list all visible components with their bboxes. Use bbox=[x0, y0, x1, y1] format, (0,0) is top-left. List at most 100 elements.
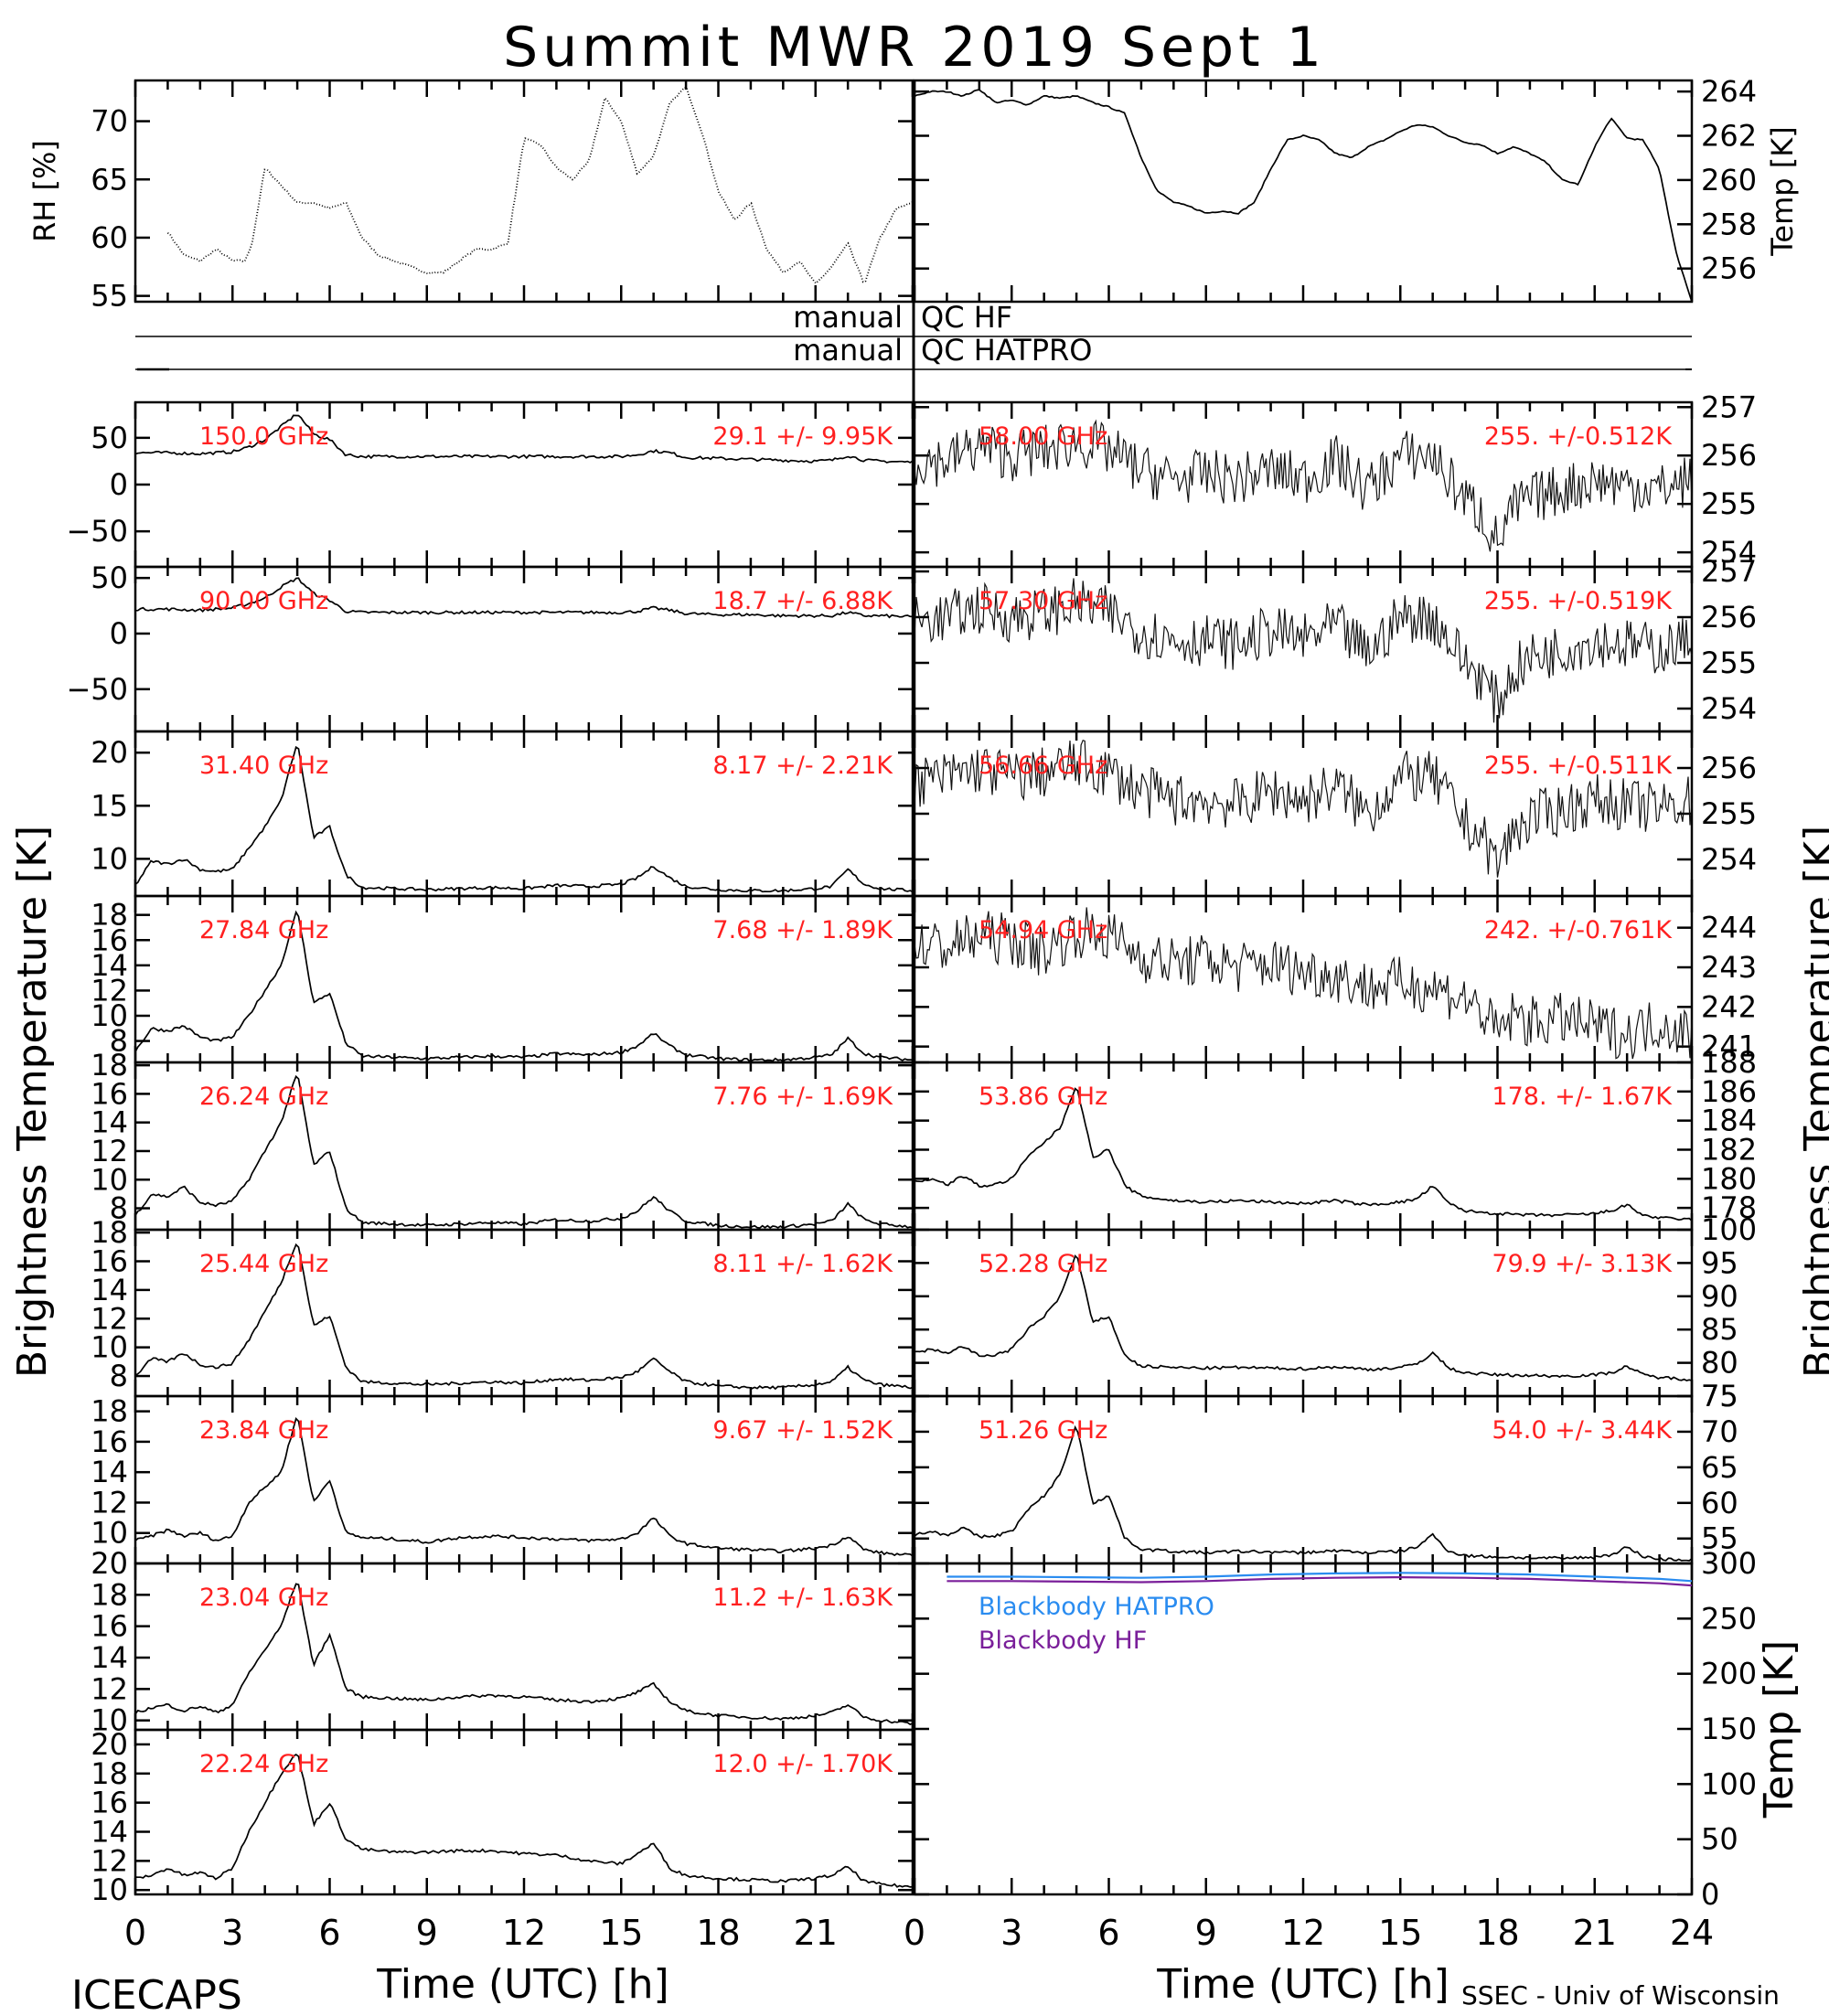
x-tick-label: 3 bbox=[221, 1913, 243, 1953]
y-tick-label: 243 bbox=[1701, 950, 1757, 985]
y-tick-label: 15 bbox=[91, 788, 128, 823]
y-tick-label: 16 bbox=[91, 1244, 128, 1279]
channel-stats: 7.76 +/- 1.69K bbox=[712, 1083, 893, 1111]
y-tick-label: 16 bbox=[91, 1076, 128, 1111]
y-tick-label: 184 bbox=[1701, 1104, 1757, 1138]
y-tick-label: 14 bbox=[91, 948, 128, 983]
y-tick-label: 50 bbox=[91, 560, 128, 595]
channel-label: 22.24 GHz bbox=[199, 1750, 328, 1778]
legend-blackbody-hf: Blackbody HF bbox=[979, 1627, 1147, 1655]
y-tick-label: 12 bbox=[91, 1485, 128, 1520]
y-tick-label: 75 bbox=[1701, 1379, 1738, 1413]
y-tick-label: 180 bbox=[1701, 1161, 1757, 1196]
y-tick-label: 150 bbox=[1701, 1712, 1757, 1746]
y-tick-label: 262 bbox=[1701, 119, 1757, 154]
channel-stats: 54.0 +/- 3.44K bbox=[1492, 1416, 1673, 1445]
series-line-17-0 bbox=[914, 1424, 1693, 1562]
y-tick-label: −50 bbox=[66, 514, 128, 549]
y-tick-label: 256 bbox=[1701, 600, 1757, 635]
y-tick-label: 100 bbox=[1701, 1766, 1757, 1801]
y-tick-label: 18 bbox=[91, 1048, 128, 1083]
y-tick-label: 255 bbox=[1701, 796, 1757, 831]
panel-rh-0: 55 60 65 70 RH [%] bbox=[27, 79, 914, 314]
series-line-0-0 bbox=[166, 86, 914, 285]
x-tick-label: 6 bbox=[1097, 1913, 1119, 1953]
y-tick-label: 14 bbox=[91, 1105, 128, 1140]
channel-label: 54.94 GHz bbox=[979, 916, 1107, 944]
y-tick-label: 256 bbox=[1701, 751, 1757, 785]
y-tick-label: 50 bbox=[1701, 1822, 1738, 1857]
y-tick-label: 8 bbox=[110, 1024, 128, 1059]
x-tick-label: 9 bbox=[1195, 1913, 1217, 1953]
y-tick-label: 300 bbox=[1701, 1546, 1757, 1581]
y-tick-label: 258 bbox=[1701, 207, 1757, 241]
qc-row2-left-label: manual bbox=[793, 333, 903, 368]
y-tick-label: 70 bbox=[1701, 1414, 1738, 1449]
channel-stats: 255. +/-0.512K bbox=[1484, 422, 1673, 451]
y-tick-label: 100 bbox=[1701, 1212, 1757, 1247]
channel-label: 51.26 GHz bbox=[979, 1416, 1107, 1445]
channel-stats: 11.2 +/- 1.63K bbox=[712, 1584, 893, 1612]
channel-label: 56.66 GHz bbox=[979, 752, 1107, 780]
y-tick-label: 188 bbox=[1701, 1045, 1757, 1080]
y-tick-label: 14 bbox=[91, 1273, 128, 1307]
channel-stats: 9.67 +/- 1.52K bbox=[712, 1416, 893, 1445]
channel-label: 57.30 GHz bbox=[979, 587, 1107, 615]
y-tick-label: 80 bbox=[1701, 1346, 1738, 1381]
series-line-12-0 bbox=[914, 578, 1693, 723]
channel-label: 58.00 GHz bbox=[979, 422, 1107, 451]
y-tick-label: 255 bbox=[1701, 486, 1757, 521]
channel-label: 52.28 GHz bbox=[979, 1250, 1107, 1278]
x-tick-label: 15 bbox=[1378, 1913, 1422, 1953]
channel-stats: 79.9 +/- 3.13K bbox=[1492, 1250, 1673, 1278]
panel-blackbody-18: 0 50 100 150 200 250 300 Temp [K] bbox=[913, 1546, 1802, 1912]
panel-frame bbox=[134, 79, 914, 304]
y-tick-label: 10 bbox=[91, 1162, 128, 1197]
y-tick-label: 85 bbox=[1701, 1312, 1738, 1347]
figure-title: Summit MWR 2019 Sept 1 bbox=[503, 16, 1326, 80]
y-tick-label: 75 bbox=[1701, 1379, 1738, 1413]
channel-stats: 178. +/- 1.67K bbox=[1492, 1083, 1673, 1111]
channel-label: 150.0 GHz bbox=[199, 422, 328, 451]
channel-label: 27.84 GHz bbox=[199, 916, 328, 944]
panel-right-ch-13: 254 255 256 56.66 GHz 255. +/-0.511K bbox=[913, 730, 1757, 898]
qc-row1-right-label: QC HF bbox=[921, 300, 1012, 335]
y-tick-label: 16 bbox=[91, 923, 128, 957]
y-tick-label: 12 bbox=[91, 1671, 128, 1706]
y-tick-label: 10 bbox=[91, 841, 128, 876]
panel-right-ch-11: 254 255 256 257 58.00 GHz 255. +/-0.512K bbox=[913, 389, 1757, 570]
y-tick-label: 50 bbox=[91, 421, 128, 455]
x-tick-label: 9 bbox=[416, 1913, 438, 1953]
series-line-14-0 bbox=[914, 907, 1693, 1060]
qc-row2-right-label: QC HATPRO bbox=[921, 333, 1092, 368]
panel-ylabel: Temp [K] bbox=[1756, 1640, 1802, 1819]
series-line-1-0 bbox=[914, 89, 1693, 303]
series-line-6-0 bbox=[134, 1074, 914, 1230]
y-tick-label: 20 bbox=[91, 1546, 128, 1581]
series-line-16-0 bbox=[914, 1254, 1693, 1381]
series-line-9-0 bbox=[134, 1583, 914, 1726]
y-tick-label: 70 bbox=[91, 104, 128, 139]
panel-left-ch-4: 10 15 20 31.40 GHz 8.17 +/- 2.21K bbox=[91, 730, 914, 898]
footer-right-label: SSEC - Univ of Wisconsin bbox=[1461, 1980, 1780, 2011]
y-tick-label: 244 bbox=[1701, 911, 1757, 945]
y-tick-label: 178 bbox=[1701, 1190, 1757, 1225]
series-line-18-1 bbox=[947, 1575, 1693, 1587]
channel-label: 90.00 GHz bbox=[199, 587, 328, 615]
x-axis-title-left: Time (UTC) [h] bbox=[376, 1961, 668, 2008]
y-tick-label: 257 bbox=[1701, 389, 1757, 424]
y-tick-label: 8 bbox=[110, 1359, 128, 1393]
y-tick-label: 16 bbox=[91, 1424, 128, 1459]
y-tick-label: 186 bbox=[1701, 1074, 1757, 1109]
y-tick-label: 255 bbox=[1701, 645, 1757, 680]
y-tick-label: 264 bbox=[1701, 74, 1757, 109]
x-tick-label: 3 bbox=[1000, 1913, 1022, 1953]
